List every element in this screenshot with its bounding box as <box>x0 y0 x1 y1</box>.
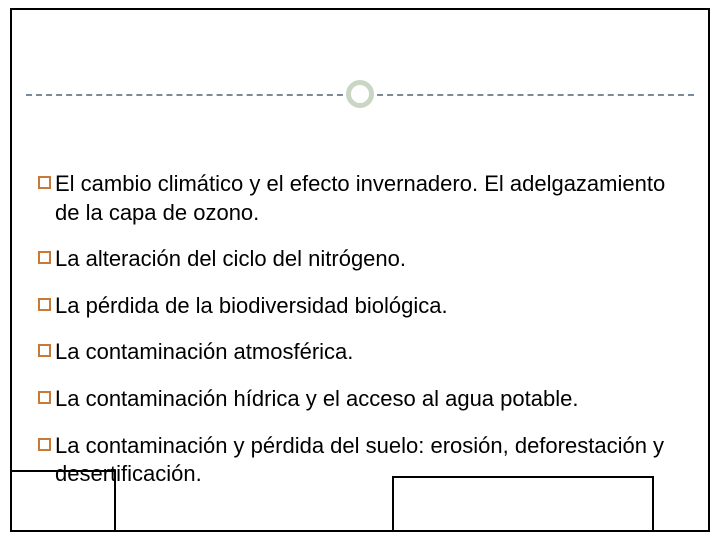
list-item: El cambio climático y el efecto invernad… <box>38 170 682 227</box>
list-item-text: La contaminación hídrica y el acceso al … <box>55 385 578 414</box>
list-item: La contaminación atmosférica. <box>38 338 682 367</box>
decorative-box-right <box>392 476 654 532</box>
list-item-text: La contaminación atmosférica. <box>55 338 353 367</box>
list-item: La alteración del ciclo del nitrógeno. <box>38 245 682 274</box>
list-item-text: La pérdida de la biodiversidad biológica… <box>55 292 448 321</box>
list-item-text: La alteración del ciclo del nitrógeno. <box>55 245 406 274</box>
square-bullet-icon <box>38 344 51 357</box>
bullet-list: El cambio climático y el efecto invernad… <box>38 170 682 507</box>
square-bullet-icon <box>38 298 51 311</box>
circle-icon <box>346 80 374 108</box>
list-item: La pérdida de la biodiversidad biológica… <box>38 292 682 321</box>
slide-frame: El cambio climático y el efecto invernad… <box>10 8 710 532</box>
decorative-box-left <box>10 470 116 532</box>
square-bullet-icon <box>38 251 51 264</box>
square-bullet-icon <box>38 176 51 189</box>
list-item-text: El cambio climático y el efecto invernad… <box>55 170 682 227</box>
square-bullet-icon <box>38 438 51 451</box>
square-bullet-icon <box>38 391 51 404</box>
title-divider <box>26 80 694 110</box>
list-item: La contaminación hídrica y el acceso al … <box>38 385 682 414</box>
